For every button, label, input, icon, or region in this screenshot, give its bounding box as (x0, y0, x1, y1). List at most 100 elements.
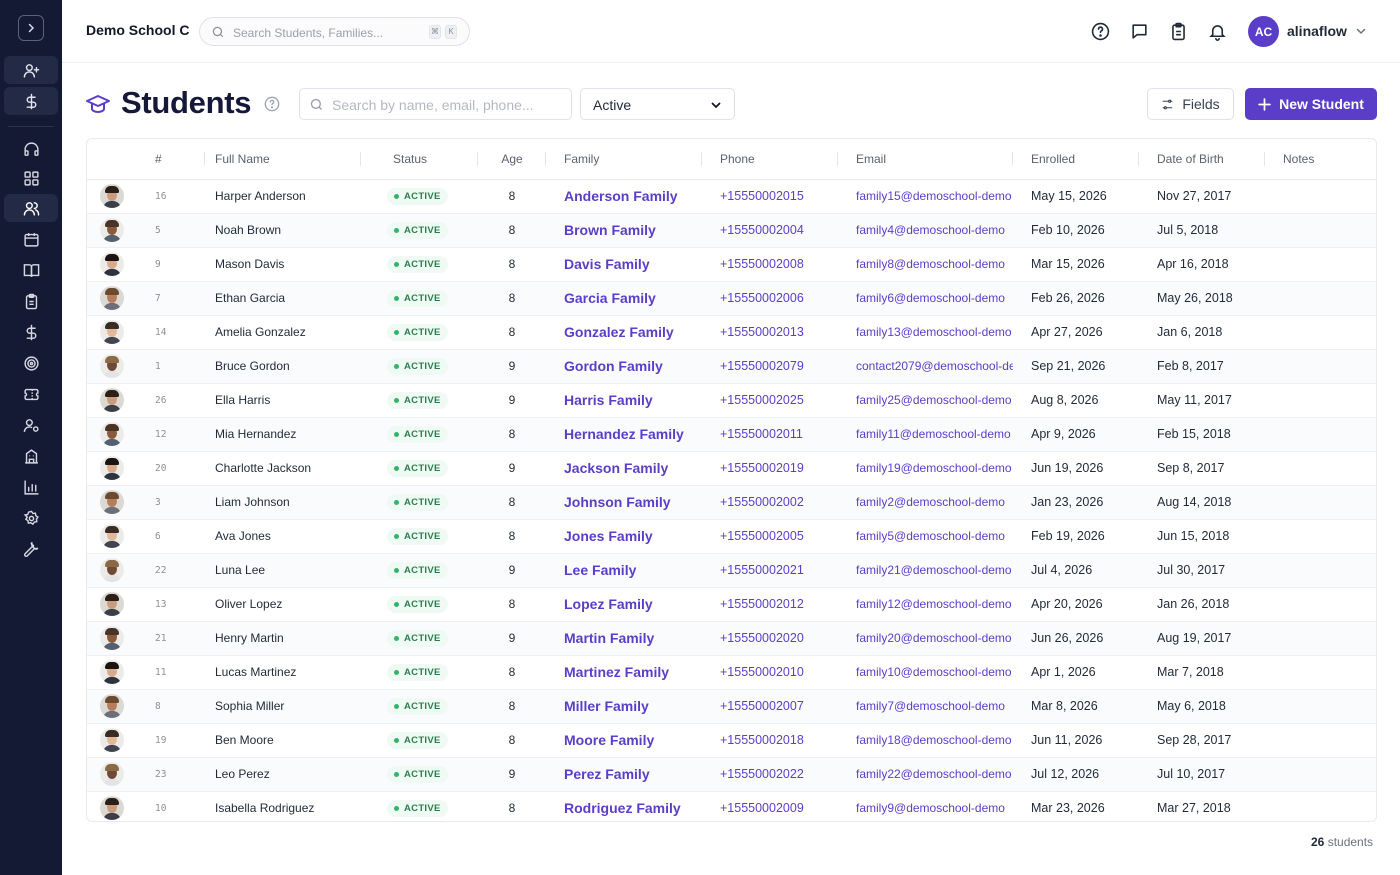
notes-cell[interactable] (1265, 349, 1376, 384)
email-link[interactable]: family7@demoschool-demo (838, 689, 1013, 724)
email-link[interactable]: family12@demoschool-demo (838, 587, 1013, 622)
notes-cell[interactable] (1265, 723, 1376, 758)
phone-link[interactable]: +15550002018 (702, 723, 838, 758)
email-link[interactable]: family9@demoschool-demo (838, 791, 1013, 821)
phone-link[interactable]: +15550002019 (702, 451, 838, 486)
family-link[interactable]: Brown Family (546, 213, 702, 248)
table-row[interactable]: 8 Sophia Miller ACTIVE 8 Miller Family +15550… (87, 689, 1376, 724)
student-avatar[interactable] (100, 184, 124, 208)
notes-cell[interactable] (1265, 417, 1376, 452)
sidebar-item-tools[interactable] (4, 535, 58, 563)
student-avatar[interactable] (100, 354, 124, 378)
email-link[interactable]: contact2079@demoschool-demo (838, 349, 1013, 384)
phone-link[interactable]: +15550002015 (702, 179, 838, 214)
student-name[interactable]: Charlotte Jackson (205, 451, 361, 486)
column-header-phone[interactable]: Phone (702, 139, 838, 180)
notes-cell[interactable] (1265, 213, 1376, 248)
notes-cell[interactable] (1265, 315, 1376, 350)
table-row[interactable]: 12 Mia Hernandez ACTIVE 8 Hernandez Family +1… (87, 417, 1376, 452)
student-avatar[interactable] (100, 796, 124, 820)
email-link[interactable]: family6@demoschool-demo (838, 281, 1013, 316)
student-search-input[interactable]: Search by name, email, phone... (299, 88, 572, 120)
student-name[interactable]: Mia Hernandez (205, 417, 361, 452)
table-row[interactable]: 14 Amelia Gonzalez ACTIVE 8 Gonzalez Family +… (87, 315, 1376, 350)
family-link[interactable]: Hernandez Family (546, 417, 702, 452)
phone-link[interactable]: +15550002005 (702, 519, 838, 554)
table-row[interactable]: 20 Charlotte Jackson ACTIVE 9 Jackson Family… (87, 451, 1376, 486)
sidebar-toggle-button[interactable] (18, 15, 44, 41)
student-avatar[interactable] (100, 422, 124, 446)
family-link[interactable]: Martin Family (546, 621, 702, 656)
sidebar-item-courses[interactable] (4, 256, 58, 284)
student-name[interactable]: Noah Brown (205, 213, 361, 248)
sidebar-item-goals[interactable] (4, 349, 58, 377)
notes-cell[interactable] (1265, 179, 1376, 214)
phone-link[interactable]: +15550002011 (702, 417, 838, 452)
column-header-notes[interactable]: Notes (1265, 139, 1376, 180)
notes-cell[interactable] (1265, 383, 1376, 418)
family-link[interactable]: Garcia Family (546, 281, 702, 316)
family-link[interactable]: Davis Family (546, 247, 702, 282)
table-row[interactable]: 19 Ben Moore ACTIVE 8 Moore Family +155500020… (87, 723, 1376, 758)
phone-link[interactable]: +15550002009 (702, 791, 838, 821)
student-avatar[interactable] (100, 286, 124, 310)
table-row[interactable]: 22 Luna Lee ACTIVE 9 Lee Family +15550002021 f… (87, 553, 1376, 588)
student-name[interactable]: Sophia Miller (205, 689, 361, 724)
notes-cell[interactable] (1265, 791, 1376, 821)
table-row[interactable]: 9 Mason Davis ACTIVE 8 Davis Family +15550002… (87, 247, 1376, 282)
email-link[interactable]: family8@demoschool-demo (838, 247, 1013, 282)
phone-link[interactable]: +15550002008 (702, 247, 838, 282)
email-link[interactable]: family5@demoschool-demo (838, 519, 1013, 554)
phone-link[interactable]: +15550002010 (702, 655, 838, 690)
column-header-id[interactable]: # (145, 139, 205, 180)
student-avatar[interactable] (100, 728, 124, 752)
sidebar-item-dashboard[interactable] (4, 164, 58, 192)
fields-button[interactable]: Fields (1147, 88, 1234, 120)
family-link[interactable]: Lee Family (546, 553, 702, 588)
student-name[interactable]: Ben Moore (205, 723, 361, 758)
student-name[interactable]: Bruce Gordon (205, 349, 361, 384)
phone-link[interactable]: +15550002022 (702, 757, 838, 792)
notes-cell[interactable] (1265, 451, 1376, 486)
new-student-button[interactable]: New Student (1245, 88, 1377, 120)
table-row[interactable]: 13 Oliver Lopez ACTIVE 8 Lopez Family +155500… (87, 587, 1376, 622)
help-circle-icon[interactable] (264, 96, 280, 112)
column-header-email[interactable]: Email (838, 139, 1013, 180)
student-avatar[interactable] (100, 218, 124, 242)
phone-link[interactable]: +15550002012 (702, 587, 838, 622)
column-header-age[interactable]: Age (478, 139, 546, 180)
phone-link[interactable]: +15550002007 (702, 689, 838, 724)
table-row[interactable]: 1 Bruce Gordon ACTIVE 9 Gordon Family +155500… (87, 349, 1376, 384)
student-name[interactable]: Ella Harris (205, 383, 361, 418)
family-link[interactable]: Harris Family (546, 383, 702, 418)
notes-cell[interactable] (1265, 485, 1376, 520)
email-link[interactable]: family25@demoschool-demo (838, 383, 1013, 418)
table-row[interactable]: 23 Leo Perez ACTIVE 9 Perez Family +155500020… (87, 757, 1376, 792)
student-name[interactable]: Henry Martin (205, 621, 361, 656)
student-avatar[interactable] (100, 524, 124, 548)
sidebar-item-buildings[interactable] (4, 442, 58, 470)
family-link[interactable]: Jones Family (546, 519, 702, 554)
notes-cell[interactable] (1265, 281, 1376, 316)
tasks-button[interactable] (1168, 21, 1188, 41)
column-header-dob[interactable]: Date of Birth (1139, 139, 1265, 180)
family-link[interactable]: Martinez Family (546, 655, 702, 690)
student-avatar[interactable] (100, 320, 124, 344)
sidebar-item-settings[interactable] (4, 504, 58, 532)
phone-link[interactable]: +15550002006 (702, 281, 838, 316)
user-avatar[interactable]: AC (1248, 16, 1279, 47)
student-avatar[interactable] (100, 762, 124, 786)
family-link[interactable]: Rodriguez Family (546, 791, 702, 821)
column-header-status[interactable]: Status (361, 139, 478, 180)
email-link[interactable]: family4@demoschool-demo (838, 213, 1013, 248)
family-link[interactable]: Gonzalez Family (546, 315, 702, 350)
phone-link[interactable]: +15550002025 (702, 383, 838, 418)
family-link[interactable]: Anderson Family (546, 179, 702, 214)
student-name[interactable]: Ethan Garcia (205, 281, 361, 316)
email-link[interactable]: family22@demoschool-demo (838, 757, 1013, 792)
chevron-down-icon[interactable] (1355, 25, 1367, 37)
student-name[interactable]: Lucas Martinez (205, 655, 361, 690)
sidebar-item-billing[interactable] (4, 87, 58, 115)
sidebar-item-payments[interactable] (4, 318, 58, 346)
email-link[interactable]: family20@demoschool-demo (838, 621, 1013, 656)
